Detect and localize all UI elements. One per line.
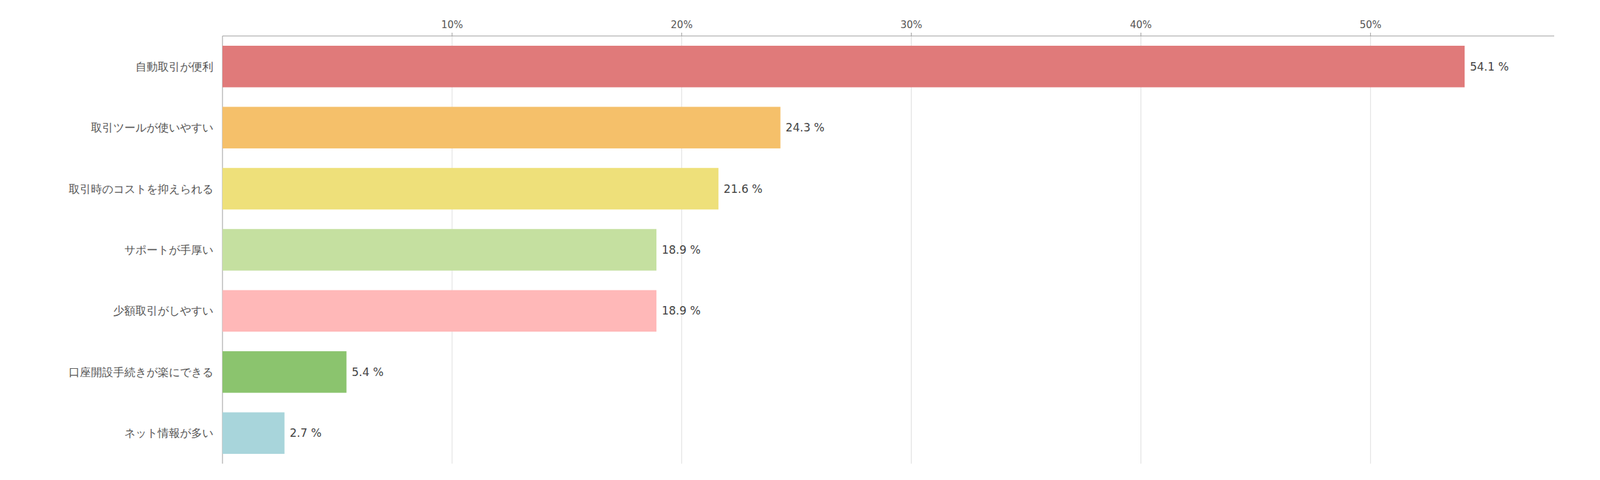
tick-mark bbox=[1140, 32, 1142, 36]
tick-mark bbox=[451, 32, 453, 36]
bar bbox=[222, 106, 781, 149]
data-labels: 54.1 % 24.3 % 21.6 % 18.9 % 18.9 % 5.4 % 2.7 % bbox=[289, 60, 1510, 441]
grid-line bbox=[1370, 35, 1371, 464]
tick-label: 20% bbox=[670, 18, 693, 31]
x-axis-line bbox=[222, 35, 1555, 37]
category-label: 少額取引がしやすい bbox=[113, 304, 214, 318]
chart-container: 10% 20% 30% 40% 50% 54.1 % 24.3 % 21.6 % 18.9 % 1… bbox=[0, 0, 1600, 480]
category-label: サポートが手厚い bbox=[124, 243, 214, 257]
tick-label: 10% bbox=[441, 18, 463, 31]
category-label: 口座開設手続きが楽にできる bbox=[68, 365, 214, 379]
tick-label: 40% bbox=[1130, 18, 1152, 31]
bars bbox=[222, 45, 1465, 455]
bar bbox=[222, 45, 1465, 88]
category-label: ネット情報が多い bbox=[124, 426, 214, 440]
category-label: 取引ツールが使いやすい bbox=[90, 121, 214, 135]
data-label: 21.6 % bbox=[723, 182, 763, 196]
y-axis: 自動取引が便利取引ツールが使いやすい取引時のコストを抑えられるサポートが手厚い少… bbox=[68, 60, 214, 441]
category-label: 取引時のコストを抑えられる bbox=[68, 182, 214, 196]
grid-line bbox=[1140, 35, 1142, 464]
data-label: 5.4 % bbox=[351, 365, 384, 379]
data-label: 18.9 % bbox=[661, 304, 701, 318]
x-axis: 10% 20% 30% 40% 50% bbox=[222, 18, 1555, 36]
tick-mark bbox=[910, 32, 912, 36]
bar bbox=[222, 229, 657, 271]
tick-label: 30% bbox=[900, 18, 923, 31]
data-label: 54.1 % bbox=[1469, 60, 1509, 74]
chart-svg: 10% 20% 30% 40% 50% 54.1 % 24.3 % 21.6 % 18.9 % 1… bbox=[0, 0, 1600, 480]
category-label: 自動取引が便利 bbox=[135, 60, 214, 74]
tick-label: 50% bbox=[1359, 18, 1382, 31]
bar bbox=[222, 168, 719, 211]
tick-mark bbox=[681, 32, 682, 36]
data-label: 2.7 % bbox=[289, 426, 322, 440]
bar bbox=[222, 290, 657, 333]
tick-mark bbox=[1370, 32, 1371, 36]
data-label: 24.3 % bbox=[785, 121, 825, 135]
bar bbox=[222, 412, 285, 455]
data-label: 18.9 % bbox=[661, 243, 701, 257]
grid-line bbox=[910, 35, 912, 464]
bar bbox=[222, 351, 347, 394]
background bbox=[0, 0, 1600, 480]
